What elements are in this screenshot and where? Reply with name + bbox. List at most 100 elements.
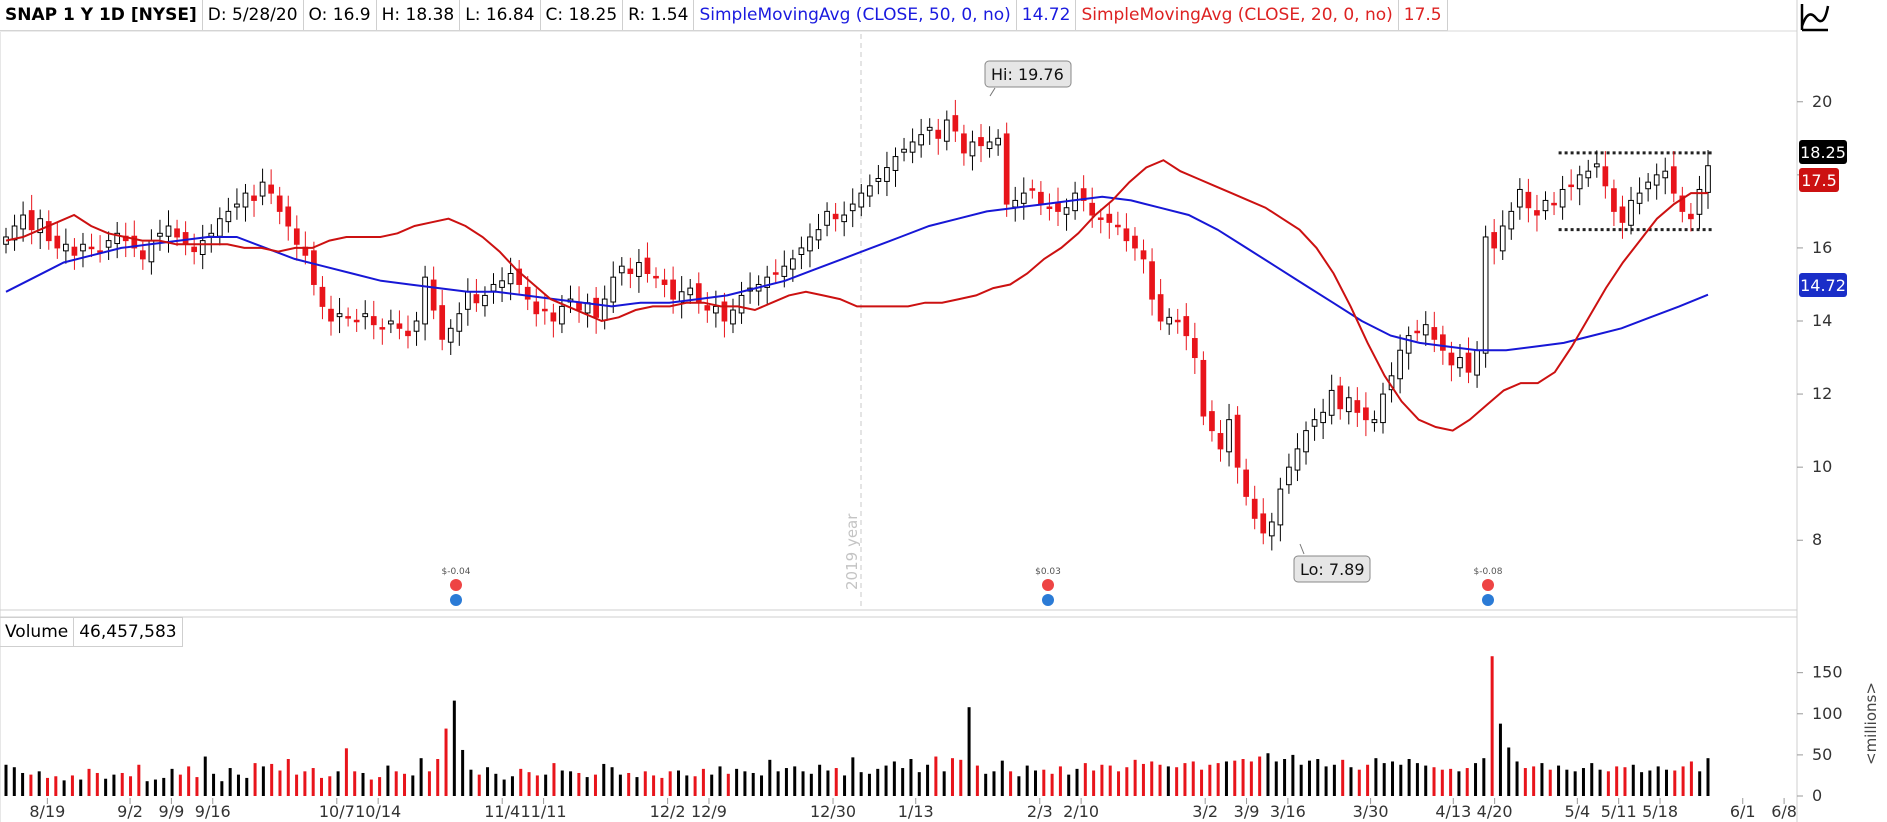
volume-bar — [1507, 747, 1511, 796]
volume-bar — [486, 767, 490, 796]
volume-bar — [386, 765, 390, 796]
volume-bar — [1399, 764, 1403, 796]
volume-bar — [942, 771, 946, 796]
candle-body — [1183, 316, 1190, 337]
volume-bar — [502, 779, 506, 796]
candle-body — [413, 320, 420, 332]
time-tick-label: 3/9 — [1234, 802, 1260, 821]
candle-body — [832, 213, 839, 220]
candle-body — [71, 246, 78, 256]
volume-bar — [826, 770, 830, 796]
candle-body — [482, 294, 488, 307]
candle-body — [1020, 192, 1027, 204]
candle-body — [1371, 419, 1378, 424]
volume-bar — [1664, 769, 1668, 796]
volume-bar — [884, 765, 888, 796]
sma20-line — [5, 159, 1708, 432]
candle-body — [644, 257, 651, 274]
volume-bar — [1017, 776, 1021, 796]
hi-label: Hi: 19.76 — [991, 65, 1064, 84]
candle-body — [901, 148, 907, 153]
candle-body — [1157, 294, 1164, 322]
volume-bar — [1025, 765, 1029, 796]
candle-body — [456, 313, 463, 332]
volume-bar — [1648, 770, 1652, 796]
volume-bar — [859, 772, 863, 796]
earnings-icon[interactable] — [1042, 579, 1054, 591]
time-tick-label: 3/16 — [1270, 802, 1306, 821]
symbol-label[interactable]: SNAP 1 Y 1D [NYSE] — [0, 0, 203, 31]
candle-body — [935, 129, 942, 139]
candle-body — [559, 305, 565, 325]
earnings-marker[interactable]: $-0.08 — [1473, 567, 1503, 606]
volume-bar — [1083, 763, 1087, 796]
time-tick-label: 6/8 — [1771, 802, 1797, 821]
candle-body — [242, 192, 249, 208]
candle-body — [798, 247, 805, 256]
candle-body — [1174, 319, 1181, 323]
volume-bar — [253, 763, 257, 796]
volume-bar — [1656, 766, 1660, 796]
sma20-study-label[interactable]: SimpleMovingAvg (CLOSE, 20, 0, no) — [1076, 0, 1399, 31]
candle-body — [216, 218, 223, 237]
candle-body — [516, 268, 523, 285]
time-tick-label: 9/2 — [117, 802, 143, 821]
candle-body — [37, 218, 44, 234]
volume-bar — [984, 773, 988, 796]
earnings-marker[interactable]: $-0.04 — [441, 567, 471, 606]
volume-bar — [693, 776, 697, 796]
sma20-study-value: 17.5 — [1398, 0, 1448, 31]
volume-bar — [1432, 767, 1436, 796]
candle-body — [1320, 411, 1326, 424]
candle-body — [849, 203, 856, 212]
volume-bar — [1673, 770, 1677, 796]
volume-bar — [585, 777, 589, 796]
candle-body — [208, 232, 215, 237]
candle-body — [1089, 202, 1096, 216]
candle-body — [1345, 397, 1352, 413]
earnings-markers: $-0.04 $0.03 $-0.08 — [441, 567, 1503, 606]
info-icon[interactable] — [1482, 594, 1494, 606]
earnings-label: $0.03 — [1035, 567, 1061, 577]
candle-body — [1209, 411, 1215, 432]
volume-tick-label: 100 — [1812, 704, 1843, 723]
candle-body — [174, 228, 180, 238]
volume-bar — [1357, 769, 1361, 796]
volume-bar — [1299, 764, 1303, 796]
sma50-study-value: 14.72 — [1016, 0, 1077, 31]
volume-bar — [120, 772, 124, 796]
drawing-tool-icon[interactable] — [1798, 0, 1832, 34]
candle-body — [1611, 188, 1617, 212]
volume-bar — [1548, 769, 1552, 796]
earnings-marker[interactable]: $0.03 — [1035, 567, 1061, 606]
earnings-icon[interactable] — [1482, 579, 1494, 591]
candle-body — [1115, 224, 1121, 228]
volume-bar — [261, 766, 265, 796]
volume-bar — [1034, 770, 1038, 796]
volume-bar — [975, 765, 979, 796]
candle-body — [1140, 250, 1147, 260]
candle-body — [336, 313, 343, 318]
volume-bar — [95, 772, 99, 796]
volume-bar — [1374, 758, 1378, 796]
volume-bar — [145, 781, 149, 796]
candle-body — [370, 316, 377, 326]
volume-bar — [718, 766, 722, 796]
volume-header: Volume 46,457,583 — [0, 617, 183, 647]
candle-body — [1277, 488, 1284, 526]
volume-bar — [1092, 770, 1096, 796]
candle-body — [533, 301, 540, 315]
volume-bar — [378, 777, 382, 796]
moving-averages — [5, 159, 1709, 432]
sma20-badge: 17.5 — [1799, 168, 1839, 192]
candle-body — [764, 276, 771, 288]
info-icon[interactable] — [450, 594, 462, 606]
earnings-icon[interactable] — [450, 579, 462, 591]
candle-body — [105, 240, 112, 248]
info-icon[interactable] — [1042, 594, 1054, 606]
candle-body — [952, 115, 959, 132]
volume-bar — [270, 763, 274, 796]
candle-body — [892, 156, 899, 171]
volume-bar — [1332, 764, 1336, 796]
